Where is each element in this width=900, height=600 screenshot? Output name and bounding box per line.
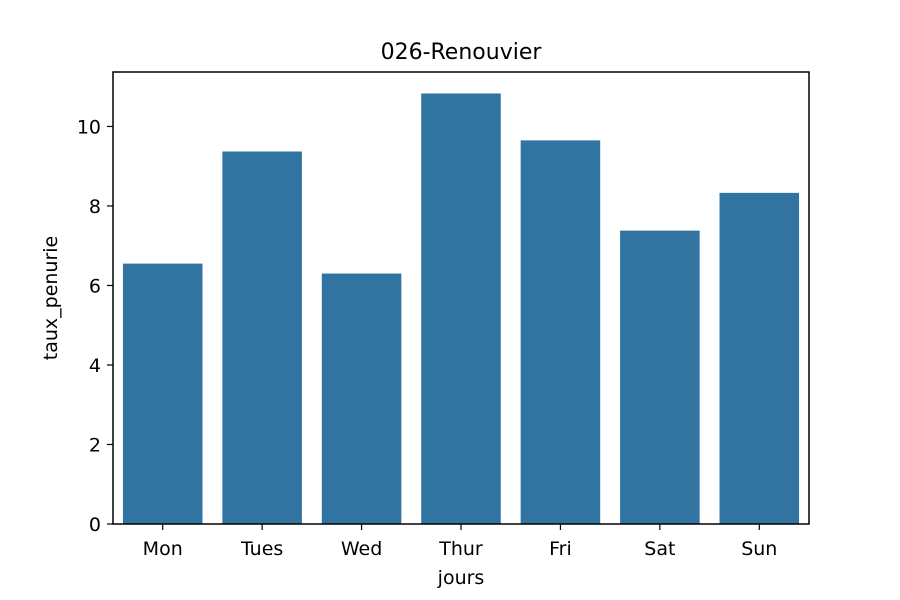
y-tick-label: 8 [89,196,101,218]
x-tick-label: Fri [549,538,572,560]
x-tick-label: Mon [143,538,183,560]
bar-wed [321,273,402,524]
y-tick-label: 2 [89,434,101,456]
x-axis-label: jours [437,567,485,589]
x-tick-label: Thur [438,538,483,560]
x-tick-label: Tues [240,538,283,560]
y-tick-label: 10 [77,116,101,138]
bar-sun [719,192,800,524]
x-axis-ticks: Mon Tues Wed Thur Fri Sat Sun [143,524,777,560]
y-tick-label: 6 [89,275,101,297]
plot-frame [112,71,810,525]
y-axis-label: taux_penurie [40,236,62,361]
bar-fri [520,140,601,524]
bar-tues [222,151,302,524]
y-axis-ticks: 0 2 4 6 8 10 [77,116,113,536]
x-tick-label: Sun [741,538,777,560]
y-tick-label: 4 [89,355,101,377]
chart-title: 026-Renouvier [381,40,543,65]
bar-mon [122,263,203,524]
x-tick-label: Sat [644,538,675,560]
bar-sat [620,230,700,524]
bars-layer [122,93,800,525]
bar-thur [421,93,501,525]
y-tick-label: 0 [89,514,101,536]
x-tick-label: Wed [341,538,382,560]
